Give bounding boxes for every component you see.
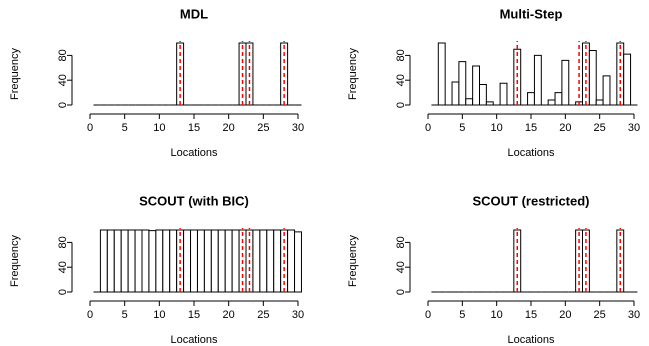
x-tick-label: 15 <box>188 122 200 134</box>
chart-title: Multi-Step <box>500 6 563 21</box>
x-tick-label: 15 <box>525 309 537 321</box>
y-axis-label: Frequency <box>9 48 21 100</box>
y-tick-label: 0 <box>57 289 69 295</box>
bar <box>231 229 240 293</box>
bar <box>623 53 632 106</box>
bar <box>169 229 178 293</box>
x-tick-label: 15 <box>525 122 537 134</box>
x-tick-label: 30 <box>292 309 304 321</box>
y-axis-label: Frequency <box>9 235 21 287</box>
x-tick-label: 20 <box>223 309 235 321</box>
bar <box>210 229 219 293</box>
bar <box>120 229 129 293</box>
bar <box>252 229 261 293</box>
y-axis-label: Frequency <box>347 235 359 287</box>
x-tick-label: 15 <box>188 309 200 321</box>
x-tick-label: 10 <box>153 122 165 134</box>
x-tick-label: 0 <box>425 122 431 134</box>
bar <box>259 229 268 293</box>
bar <box>273 229 282 293</box>
y-tick-label: 40 <box>395 261 407 273</box>
x-axis-label: Locations <box>507 147 555 159</box>
y-tick-label: 40 <box>57 74 69 86</box>
x-tick-label: 10 <box>491 309 503 321</box>
x-axis-label: Locations <box>170 334 218 346</box>
bar <box>499 82 508 106</box>
x-tick-label: 30 <box>628 122 640 134</box>
y-tick-label: 80 <box>57 236 69 248</box>
bar <box>554 92 563 106</box>
bar <box>113 229 122 293</box>
bar <box>99 229 108 293</box>
x-tick-label: 20 <box>559 122 571 134</box>
bar <box>513 48 522 106</box>
x-tick-label: 0 <box>87 309 93 321</box>
x-tick-label: 30 <box>292 122 304 134</box>
x-tick-label: 0 <box>425 309 431 321</box>
x-tick-label: 5 <box>459 309 465 321</box>
x-tick-label: 10 <box>153 309 165 321</box>
x-axis-label: Locations <box>170 147 218 159</box>
bar <box>106 229 115 293</box>
chart-title: SCOUT (restricted) <box>472 193 589 208</box>
chart-title: SCOUT (with BIC) <box>139 193 249 208</box>
bar <box>437 42 446 106</box>
bar <box>217 229 226 293</box>
bar <box>485 101 494 106</box>
bar <box>451 81 460 106</box>
y-tick-label: 40 <box>57 261 69 273</box>
bar <box>134 229 143 293</box>
x-tick-label: 25 <box>594 309 606 321</box>
bar <box>458 61 467 106</box>
x-tick-label: 5 <box>122 122 128 134</box>
x-tick-label: 25 <box>257 309 269 321</box>
bar <box>127 229 136 293</box>
bar <box>266 229 275 293</box>
x-tick-label: 5 <box>459 122 465 134</box>
bar <box>224 229 233 293</box>
bar <box>148 230 157 293</box>
bar <box>472 65 480 106</box>
x-tick-label: 20 <box>559 309 571 321</box>
y-tick-label: 80 <box>395 236 407 248</box>
bar <box>287 229 296 293</box>
bar <box>595 99 604 106</box>
bar <box>561 59 570 106</box>
y-axis-label: Frequency <box>347 48 359 100</box>
x-tick-label: 10 <box>491 122 503 134</box>
bar <box>602 75 611 106</box>
y-tick-label: 80 <box>395 49 407 61</box>
chart-title: MDL <box>180 6 208 21</box>
bar <box>155 229 164 293</box>
y-tick-label: 0 <box>395 289 407 295</box>
x-tick-label: 20 <box>223 122 235 134</box>
x-axis-label: Locations <box>507 334 555 346</box>
bar <box>294 231 302 293</box>
bar <box>183 229 192 293</box>
bar <box>203 229 212 293</box>
bar <box>588 49 597 106</box>
bar <box>465 98 474 106</box>
x-tick-label: 25 <box>594 122 606 134</box>
bar <box>547 99 556 106</box>
bar <box>196 229 205 293</box>
x-tick-label: 0 <box>87 122 93 134</box>
x-tick-label: 5 <box>122 309 128 321</box>
bar <box>141 229 150 293</box>
bar <box>527 92 535 106</box>
bar <box>162 229 171 293</box>
y-tick-label: 80 <box>57 49 69 61</box>
y-tick-label: 0 <box>395 102 407 108</box>
bar <box>479 84 487 106</box>
bar <box>190 229 198 293</box>
y-tick-label: 0 <box>57 102 69 108</box>
x-tick-label: 25 <box>257 122 269 134</box>
bar <box>533 54 542 106</box>
y-tick-label: 40 <box>395 74 407 86</box>
x-tick-label: 30 <box>628 309 640 321</box>
